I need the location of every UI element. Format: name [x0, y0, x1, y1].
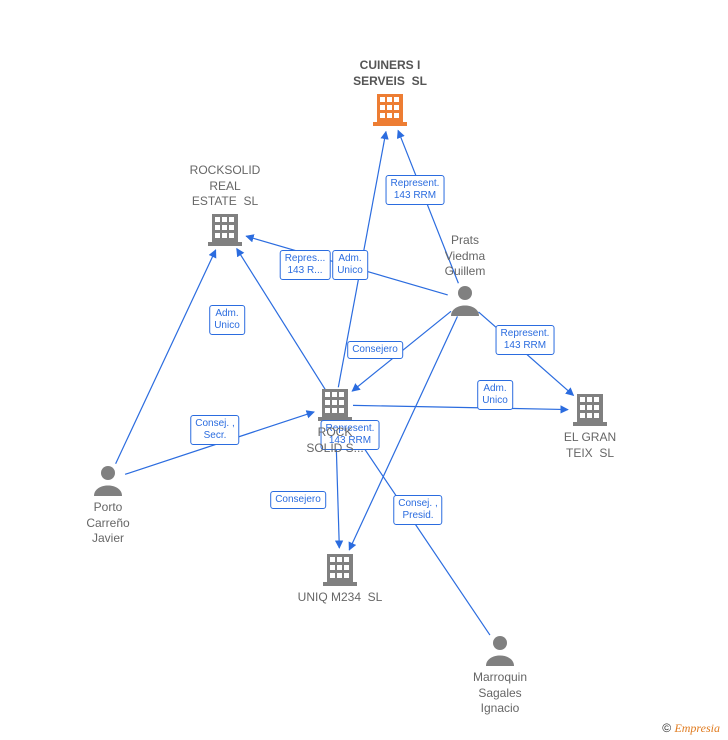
- company-node-cuiners[interactable]: [373, 94, 407, 126]
- building-icon: [323, 554, 357, 586]
- footer: © Empresia: [662, 721, 720, 736]
- network-svg: [0, 0, 728, 740]
- edge-rocksolid-elgran: [353, 405, 568, 409]
- edge-label: Represent. 143 RRM: [386, 175, 445, 205]
- company-node-uniq[interactable]: [323, 554, 357, 586]
- node-label: ROCKSOLID REAL ESTATE SL: [190, 163, 261, 210]
- node-label: Prats Viedma Guillem: [445, 233, 486, 280]
- copyright-symbol: ©: [662, 721, 671, 735]
- node-label: UNIQ M234 SL: [298, 590, 383, 606]
- building-icon: [208, 214, 242, 246]
- building-icon: [318, 389, 352, 421]
- edge-label: Adm. Unico: [332, 250, 368, 280]
- person-icon: [94, 466, 122, 496]
- node-label: EL GRAN TEIX SL: [564, 430, 616, 461]
- person-node-prats[interactable]: [451, 286, 479, 316]
- person-node-marroquin[interactable]: [486, 636, 514, 666]
- node-label: CUINERS I SERVEIS SL: [353, 58, 427, 89]
- company-node-rocksolid[interactable]: [318, 389, 352, 421]
- building-icon: [573, 394, 607, 426]
- edge-label: Consejero: [347, 341, 403, 359]
- node-label: ROCK SOLID S...: [306, 425, 363, 456]
- edge-label: Adm. Unico: [209, 305, 245, 335]
- person-icon: [486, 636, 514, 666]
- node-label: Porto Carreño Javier: [86, 500, 129, 547]
- footer-brand: Empresia: [674, 721, 720, 735]
- edge-label: Adm. Unico: [477, 380, 513, 410]
- edge-label: Repres... 143 R...: [280, 250, 331, 280]
- building-icon: [373, 94, 407, 126]
- edge-label: Consejero: [270, 491, 326, 509]
- company-node-elgran[interactable]: [573, 394, 607, 426]
- person-icon: [451, 286, 479, 316]
- company-node-rockreal[interactable]: [208, 214, 242, 246]
- edge-label: Consej. , Presid.: [393, 495, 442, 525]
- edge-label: Consej. , Secr.: [190, 415, 239, 445]
- node-label: Marroquin Sagales Ignacio: [473, 670, 527, 717]
- person-node-porto[interactable]: [94, 466, 122, 496]
- edge-label: Represent. 143 RRM: [496, 325, 555, 355]
